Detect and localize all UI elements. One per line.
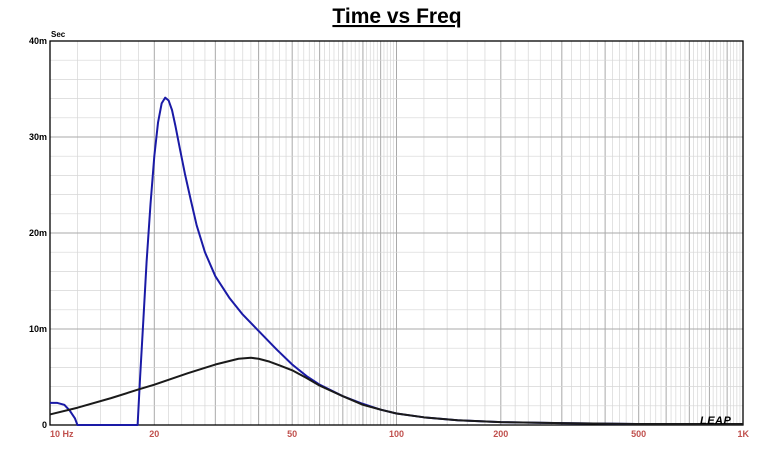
chart-title: Time vs Freq — [332, 5, 461, 28]
plot-frame — [49, 40, 744, 426]
data-lines — [49, 96, 743, 426]
y-tick-label: 20m — [29, 228, 47, 238]
y-axis: 0 10m 20m 30m 40m — [29, 36, 47, 430]
y-tick-label: 10m — [29, 324, 47, 334]
x-axis: 10 Hz 20 50 100 200 500 1K — [50, 429, 749, 439]
x-tick-label: 1K — [737, 429, 749, 439]
y-tick-label: 30m — [29, 132, 47, 142]
y-tick-label: 0 — [42, 420, 47, 430]
chart-grid — [50, 41, 743, 425]
x-tick-label: 100 — [389, 429, 404, 439]
x-tick-label: 10 Hz — [50, 429, 74, 439]
y-axis-unit-label: Sec — [51, 30, 66, 39]
series-line-2 — [49, 356, 743, 426]
x-tick-label: 50 — [287, 429, 297, 439]
x-tick-label: 20 — [149, 429, 159, 439]
x-tick-label: 200 — [493, 429, 508, 439]
leap-logo: LEAP — [700, 415, 732, 427]
y-tick-label: 40m — [29, 36, 47, 46]
x-tick-label: 500 — [631, 429, 646, 439]
